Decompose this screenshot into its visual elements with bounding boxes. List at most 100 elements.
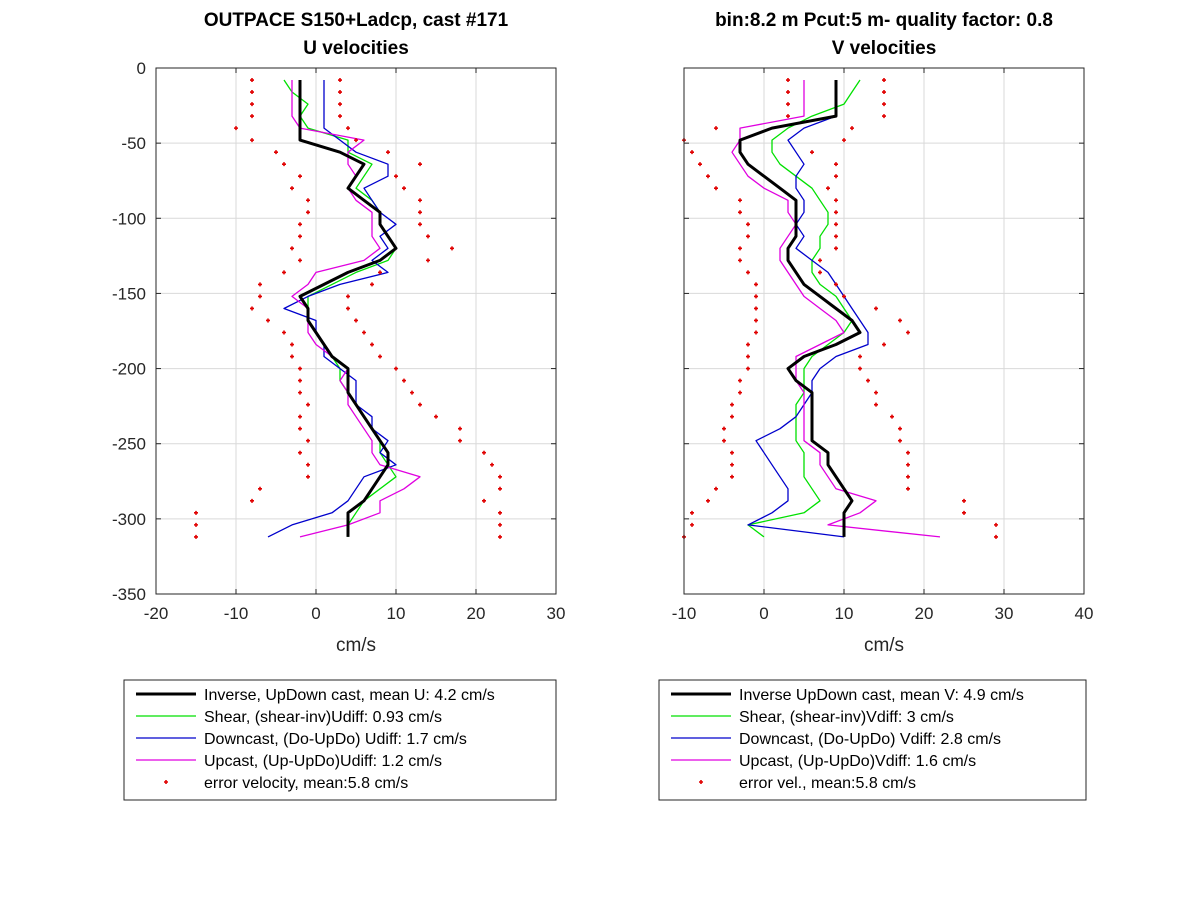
- v-error-point: [890, 414, 894, 419]
- u-error-point: [298, 414, 302, 419]
- u-x-tick-label: -20: [144, 604, 169, 623]
- u-error-point: [258, 486, 262, 491]
- v-error-point: [834, 222, 838, 227]
- v-error-point: [898, 438, 902, 443]
- v-error-point: [730, 462, 734, 467]
- v-error-point: [810, 150, 814, 155]
- v-error-point: [754, 330, 758, 335]
- u-error-point: [290, 354, 294, 359]
- v-error-point: [754, 294, 758, 299]
- v-error-point: [786, 102, 790, 107]
- u-error-point: [378, 354, 382, 359]
- u-legend-entry: Upcast, (Up-UpDo)Udiff: 1.2 cm/s: [204, 753, 442, 770]
- v-legend: Inverse UpDown cast, mean V: 4.9 cm/s She…: [658, 679, 1087, 801]
- u-error-point: [250, 102, 254, 107]
- v-error-point: [746, 222, 750, 227]
- v-error-point: [962, 498, 966, 503]
- u-ticks: -20 -10 0 10 20 300-50-100-150-200-250-300-35…: [112, 59, 565, 623]
- v-error-point: [690, 522, 694, 527]
- v-error-point: [826, 186, 830, 191]
- u-error-point: [306, 462, 310, 467]
- v-series-line-2: [747, 80, 869, 538]
- v-error-point: [842, 138, 846, 143]
- u-legend-entry: Inverse, UpDown cast, mean U: 4.2 cm/s: [204, 687, 495, 704]
- v-error-point: [898, 318, 902, 323]
- u-error-point: [370, 282, 374, 287]
- v-error-point: [834, 198, 838, 203]
- v-error-point: [874, 402, 878, 407]
- u-error-point: [394, 174, 398, 179]
- v-error-point: [754, 282, 758, 287]
- u-error-point: [258, 282, 262, 287]
- u-y-tick-label: -150: [112, 284, 146, 303]
- u-error-point: [290, 246, 294, 251]
- u-error-point: [490, 462, 494, 467]
- v-error-point: [882, 90, 886, 95]
- v-error-point: [818, 270, 822, 275]
- u-error-point: [394, 366, 398, 371]
- v-velocity-panel: bin:8.2 m Pcut:5 m- quality factor: 0.8 …: [658, 10, 1093, 801]
- u-error-point: [298, 366, 302, 371]
- u-y-tick-label: -300: [112, 510, 146, 529]
- v-x-tick-label: 0: [759, 604, 768, 623]
- u-x-tick-label: 0: [311, 604, 320, 623]
- v-error-point: [842, 294, 846, 299]
- u-error-point: [426, 258, 430, 263]
- v-error-point: [746, 366, 750, 371]
- v-error-point: [746, 270, 750, 275]
- v-error-point: [754, 306, 758, 311]
- v-legend-box: [658, 679, 1087, 801]
- v-legend-entry: Upcast, (Up-UpDo)Vdiff: 1.6 cm/s: [739, 753, 976, 770]
- u-error-point: [290, 342, 294, 347]
- u-velocity-panel: OUTPACE S150+Ladcp, cast #171 U velociti…: [112, 10, 565, 801]
- u-error-point: [298, 390, 302, 395]
- v-legend-entry: error vel., mean:5.8 cm/s: [739, 775, 916, 792]
- u-series-line-3: [291, 80, 421, 538]
- u-error-point: [258, 294, 262, 299]
- v-error-point: [754, 318, 758, 323]
- u-series-line-1: [283, 79, 397, 537]
- u-error-point: [306, 438, 310, 443]
- u-legend: Inverse, UpDown cast, mean U: 4.2 cm/s Sh…: [123, 679, 557, 801]
- u-error-point: [290, 186, 294, 191]
- u-error-point: [354, 138, 358, 143]
- u-error-point: [194, 534, 198, 539]
- v-legend-entry: Inverse UpDown cast, mean V: 4.9 cm/s: [739, 687, 1024, 704]
- v-x-tick-label: 30: [995, 604, 1014, 623]
- v-error-point: [834, 282, 838, 287]
- v-series-group: [682, 78, 998, 539]
- u-chart-title: OUTPACE S150+Ladcp, cast #171: [204, 10, 509, 31]
- v-error-point: [730, 474, 734, 479]
- v-error-point: [786, 114, 790, 119]
- u-error-point: [306, 198, 310, 203]
- v-error-point: [834, 162, 838, 167]
- u-error-point: [482, 450, 486, 455]
- v-error-point: [738, 258, 742, 263]
- u-error-point: [378, 270, 382, 275]
- u-legend-entry: Downcast, (Do-UpDo) Udiff: 1.7 cm/s: [204, 731, 467, 748]
- u-error-point: [298, 450, 302, 455]
- u-error-point: [458, 438, 462, 443]
- u-error-point: [250, 90, 254, 95]
- v-error-point: [730, 402, 734, 407]
- v-chart-title: bin:8.2 m Pcut:5 m- quality factor: 0.8: [715, 10, 1053, 31]
- u-error-point: [250, 306, 254, 311]
- v-error-point: [746, 234, 750, 239]
- u-error-point: [410, 390, 414, 395]
- u-x-tick-label: 10: [387, 604, 406, 623]
- u-error-point: [298, 426, 302, 431]
- v-legend-entry: Shear, (shear-inv)Vdiff: 3 cm/s: [739, 709, 954, 726]
- v-error-point: [690, 150, 694, 155]
- u-series-line-2: [267, 80, 397, 538]
- u-error-point: [194, 510, 198, 515]
- v-error-point: [818, 258, 822, 263]
- v-error-point: [714, 186, 718, 191]
- v-error-point: [738, 198, 742, 203]
- v-legend-entry: Downcast, (Do-UpDo) Vdiff: 2.8 cm/s: [739, 731, 1001, 748]
- u-error-point: [282, 270, 286, 275]
- v-x-tick-label: 20: [915, 604, 934, 623]
- u-error-point: [306, 402, 310, 407]
- v-error-point: [722, 438, 726, 443]
- u-error-point: [354, 318, 358, 323]
- v-chart-subtitle: V velocities: [832, 38, 937, 59]
